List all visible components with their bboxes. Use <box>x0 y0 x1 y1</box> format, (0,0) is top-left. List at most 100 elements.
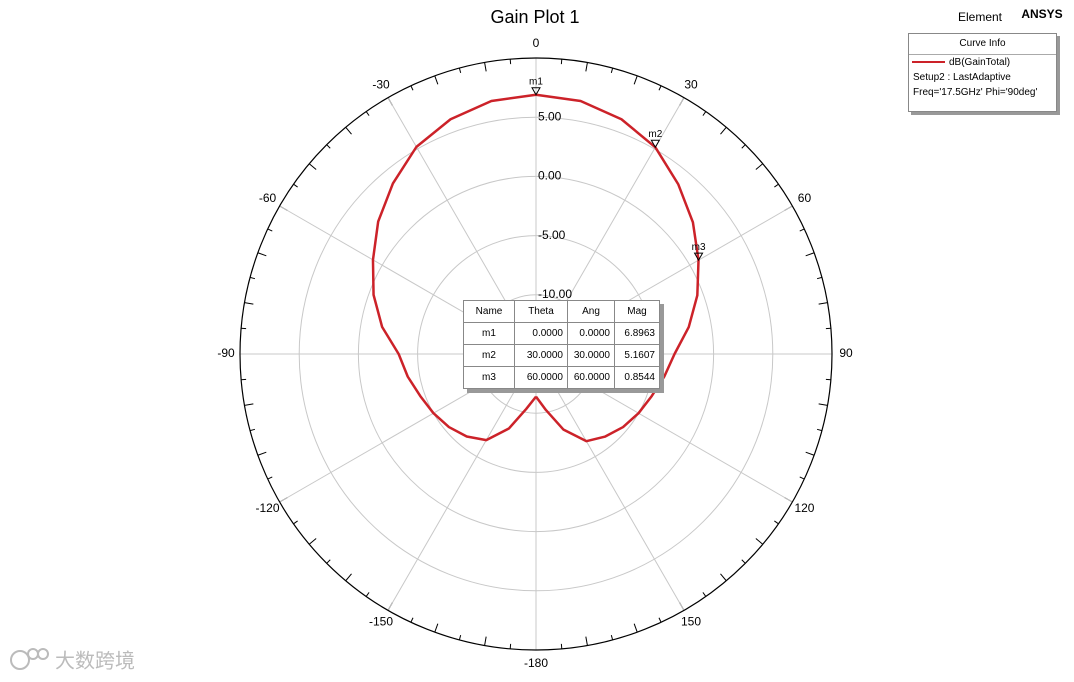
r-tick-label: 5.00 <box>538 109 562 123</box>
marker-triangle <box>693 252 704 262</box>
cell-mag: 5.1607 <box>614 344 660 367</box>
minor-tick <box>434 623 439 633</box>
theta-tick-label: 90 <box>839 346 853 360</box>
theta-tick-label: 30 <box>684 78 698 92</box>
minor-tick <box>658 617 662 623</box>
table-row: m3 60.0000 60.0000 0.8544 <box>463 366 660 389</box>
column-header: Name <box>463 300 515 323</box>
cell-mag: 6.8963 <box>614 322 660 345</box>
minor-tick <box>484 636 487 646</box>
minor-tick <box>308 538 317 545</box>
outer-axis <box>239 57 833 651</box>
minor-tick <box>818 302 828 305</box>
theta-tick-label: -180 <box>524 656 548 670</box>
minor-tick <box>720 573 727 582</box>
column-header: Ang <box>567 300 615 323</box>
minor-tick <box>293 520 298 525</box>
brand: ANSYS <box>1021 7 1062 21</box>
chart-title: Gain Plot 1 <box>490 7 579 27</box>
cell-mag: 0.8544 <box>614 366 660 389</box>
theta-tick-label: -120 <box>256 501 280 515</box>
cell-name: m1 <box>463 322 515 345</box>
minor-tick <box>244 302 254 305</box>
minor-tick <box>293 183 298 188</box>
legend-entry: dB(GainTotal) <box>909 55 1056 70</box>
minor-tick <box>741 559 746 564</box>
minor-tick <box>257 252 267 257</box>
minor-tick <box>458 67 462 74</box>
minor-tick <box>249 276 256 280</box>
minor-tick <box>308 163 317 170</box>
theta-tick-label: 150 <box>681 615 701 629</box>
table-row: m2 30.0000 30.0000 5.1607 <box>463 344 660 367</box>
minor-tick <box>755 163 764 170</box>
minor-tick <box>720 126 727 135</box>
grid-spoke <box>387 353 537 611</box>
cell-ang: 30.0000 <box>567 344 615 367</box>
cell-ang: 0.0000 <box>567 322 615 345</box>
table-header: Name Theta Ang Mag <box>463 300 660 323</box>
marker-label: m3 <box>692 242 706 253</box>
minor-tick <box>633 75 638 85</box>
minor-tick <box>610 634 614 641</box>
minor-tick <box>345 573 352 582</box>
cell-theta: 60.0000 <box>514 366 568 389</box>
cell-name: m2 <box>463 344 515 367</box>
minor-tick <box>755 538 764 545</box>
legend-title: Curve Info <box>909 34 1056 55</box>
minor-tick <box>484 62 487 72</box>
theta-tick-label: 0 <box>533 36 540 50</box>
minor-tick <box>633 623 638 633</box>
minor-tick <box>741 144 746 149</box>
cell-name: m3 <box>463 366 515 389</box>
minor-tick <box>249 428 256 432</box>
minor-tick <box>799 228 805 232</box>
legend-swatch <box>912 61 945 64</box>
minor-tick <box>799 476 805 480</box>
minor-tick <box>365 111 370 116</box>
column-header: Theta <box>514 300 568 323</box>
minor-tick <box>702 111 707 116</box>
theta-tick-label: 120 <box>794 501 814 515</box>
grid-ring <box>298 116 774 592</box>
marker-table: Name Theta Ang Mag m1 0.0000 0.0000 6.8963 m2 30.… <box>463 300 660 389</box>
minor-tick <box>805 451 815 456</box>
r-tick-label: -10.00 <box>538 287 572 301</box>
minor-tick <box>365 592 370 597</box>
header-label: Element <box>958 10 1003 24</box>
minor-tick <box>774 520 779 525</box>
minor-tick <box>585 636 588 646</box>
minor-tick <box>267 228 273 232</box>
legend-note: Setup2 : LastAdaptive <box>913 72 1011 83</box>
minor-tick <box>805 252 815 257</box>
marker-label: m2 <box>648 129 662 140</box>
minor-tick <box>244 403 254 406</box>
minor-tick <box>326 559 331 564</box>
column-header: Mag <box>614 300 660 323</box>
minor-tick <box>458 634 462 641</box>
minor-tick <box>326 144 331 149</box>
cell-theta: 0.0000 <box>514 322 568 345</box>
cell-ang: 60.0000 <box>567 366 615 389</box>
theta-tick-label: -150 <box>369 615 393 629</box>
marker-triangle <box>650 139 661 149</box>
watermark-icon <box>10 648 49 670</box>
minor-tick <box>267 476 273 480</box>
minor-tick <box>774 183 779 188</box>
minor-tick <box>702 592 707 597</box>
theta-tick-label: -90 <box>217 346 235 360</box>
legend: Curve Info dB(GainTotal) Setup2 : LastAd… <box>908 33 1057 112</box>
theta-tick-label: 60 <box>798 191 812 205</box>
minor-tick <box>257 451 267 456</box>
table-row: m1 0.0000 0.0000 6.8963 <box>463 322 660 345</box>
cell-theta: 30.0000 <box>514 344 568 367</box>
minor-tick <box>816 428 823 432</box>
r-tick-label: 0.00 <box>538 169 562 183</box>
r-tick-label: -5.00 <box>538 228 566 242</box>
theta-tick-label: -60 <box>259 191 277 205</box>
minor-tick <box>658 85 662 91</box>
minor-tick <box>410 617 414 623</box>
watermark: 大数跨境 <box>55 649 135 672</box>
